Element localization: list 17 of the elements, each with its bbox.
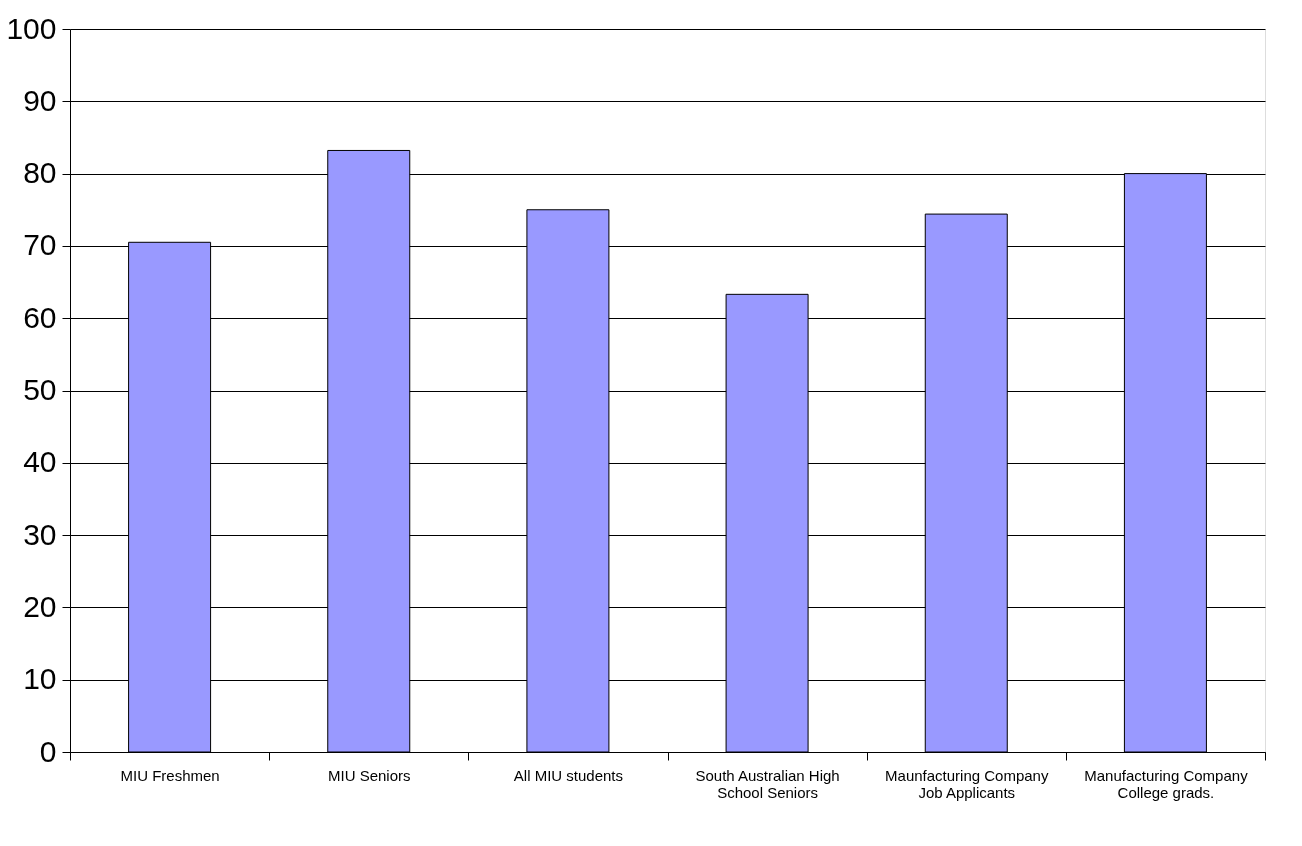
y-tick-label: 90 [23,83,57,117]
y-tick-label: 60 [23,300,57,334]
x-tick-label: MIU Seniors [327,766,411,784]
x-tick-label: Manufacturing Company College grads. [1084,766,1249,801]
x-tick-label: All MIU students [513,766,624,784]
y-tick-label: 10 [23,662,57,696]
y-tick-label: 0 [39,734,57,768]
y-tick-label: 80 [23,156,57,190]
y-tick-label: 20 [23,589,57,623]
x-tick-label: MIU Freshmen [120,766,220,784]
y-tick-label: 50 [23,373,57,406]
y-tick-label: 70 [23,228,57,262]
y-tick-label: 100 [6,11,57,45]
y-tick-label: 30 [23,517,57,551]
x-tick-label: Maunfacturing Company Job Applicants [885,766,1049,801]
y-tick-label: 40 [23,445,57,479]
x-tick-label: South Australian High School Seniors [695,766,840,801]
